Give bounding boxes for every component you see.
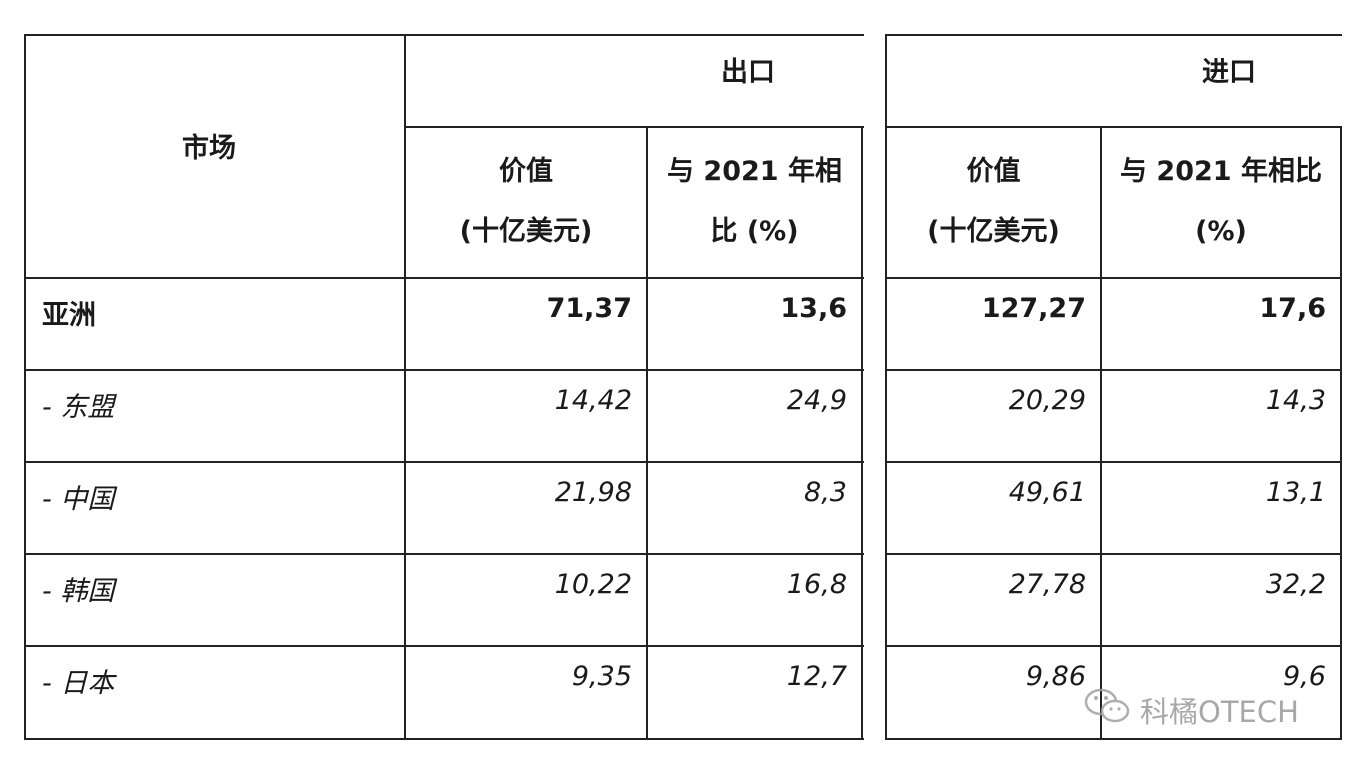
import-value-cell: 27,78 [887,555,1100,645]
import-change: 14,3 [1265,385,1326,416]
import-value-cell: 49,61 [887,463,1100,553]
table-border-bottom-left [24,738,864,740]
import-change: 9,6 [1283,661,1326,692]
column-divider [646,126,648,740]
header-bottom-left [24,277,864,279]
import-change-cell: 13,1 [1102,463,1340,553]
table-row-market: 亚洲 [26,279,404,369]
table-row-market: - 日本 [26,647,404,738]
import-value-cell: 20,29 [887,371,1100,461]
import-value: 127,27 [981,293,1086,324]
import-value-header: 价值 (十亿美元) [887,128,1100,277]
import-value-cell: 9,86 [887,647,1100,738]
import-group-header: 进口 [887,36,1340,126]
row-divider-left [24,369,864,371]
import-header-label: 进口 [1202,57,1256,88]
header-divider-left [405,126,864,128]
export-value-cell: 10,22 [406,555,646,645]
export-header-label: 出口 [721,57,775,88]
import-value: 20,29 [1008,385,1086,416]
row-divider-right [885,369,1342,371]
export-value: 21,98 [554,477,632,508]
export-change: 24,9 [786,385,847,416]
export-value-header-line1: 价值 [499,156,553,187]
export-group-header: 出口 [406,36,861,126]
import-change-cell: 9,6 [1102,647,1340,738]
row-divider-left [24,461,864,463]
export-value: 9,35 [571,661,632,692]
export-change-header-line2: 比 (%) [710,216,799,247]
import-value-header-line1: 价值 [966,156,1021,187]
import-change: 17,6 [1259,293,1326,324]
import-value: 27,78 [1008,569,1086,600]
market-name: - 韩国 [42,576,115,607]
export-change-cell: 12,7 [648,647,861,738]
export-change-cell: 13,6 [648,279,861,369]
import-change: 32,2 [1265,569,1326,600]
wechat-icon [1082,686,1140,733]
market-header-label: 市场 [182,133,236,164]
row-divider-right [885,461,1342,463]
import-value-cell: 127,27 [887,279,1100,369]
export-change-cell: 16,8 [648,555,861,645]
row-divider-left [24,553,864,555]
import-change-cell: 14,3 [1102,371,1340,461]
export-value: 71,37 [546,293,632,324]
row-divider-right [885,553,1342,555]
table-border-bottom-right [885,738,1342,740]
export-value-header-line2: (十亿美元) [459,216,593,247]
import-value: 49,61 [1008,477,1086,508]
row-divider-left [24,645,864,647]
export-change: 8,3 [804,477,847,508]
import-change-cell: 32,2 [1102,555,1340,645]
import-change-header-line2: (%) [1195,216,1247,247]
export-change-header: 与 2021 年相 比 (%) [648,128,861,277]
export-change-cell: 24,9 [648,371,861,461]
import-value-header-line2: (十亿美元) [927,216,1060,247]
column-divider [404,34,406,740]
market-name: 亚洲 [42,300,96,331]
watermark: 科橘OTECH [1082,686,1299,733]
column-divider [861,126,863,740]
header-bottom-right [885,277,1342,279]
import-change-header: 与 2021 年相比 (%) [1102,128,1340,277]
market-name: - 日本 [42,668,115,699]
export-change-header-line1: 与 2021 年相 [667,156,842,187]
table-border-top-left [24,34,864,36]
row-divider-right [885,645,1342,647]
export-value: 10,22 [554,569,632,600]
export-change: 13,6 [780,293,847,324]
export-change-cell: 8,3 [648,463,861,553]
export-value-cell: 14,42 [406,371,646,461]
import-change-cell: 17,6 [1102,279,1340,369]
market-name: - 东盟 [42,392,115,423]
import-value: 9,86 [1025,661,1086,692]
watermark-text: 科橘OTECH [1140,694,1299,729]
header-divider-right [885,126,1342,128]
export-value-cell: 9,35 [406,647,646,738]
export-change: 16,8 [786,569,847,600]
import-change-header-line1: 与 2021 年相比 [1120,156,1322,187]
table-border-right [1340,126,1342,740]
table-row-market: - 中国 [26,463,404,553]
export-value-cell: 71,37 [406,279,646,369]
table-row-market: - 东盟 [26,371,404,461]
table-row-market: - 韩国 [26,555,404,645]
import-change: 13,1 [1265,477,1326,508]
table-border-top-right [885,34,1342,36]
export-value-cell: 21,98 [406,463,646,553]
export-change: 12,7 [786,661,847,692]
market-header: 市场 [26,36,404,277]
market-name: - 中国 [42,484,115,515]
column-divider [885,34,887,740]
table-border-left [24,34,26,740]
column-divider [1100,126,1102,740]
export-value: 14,42 [554,385,632,416]
export-value-header: 价值 (十亿美元) [406,128,646,277]
